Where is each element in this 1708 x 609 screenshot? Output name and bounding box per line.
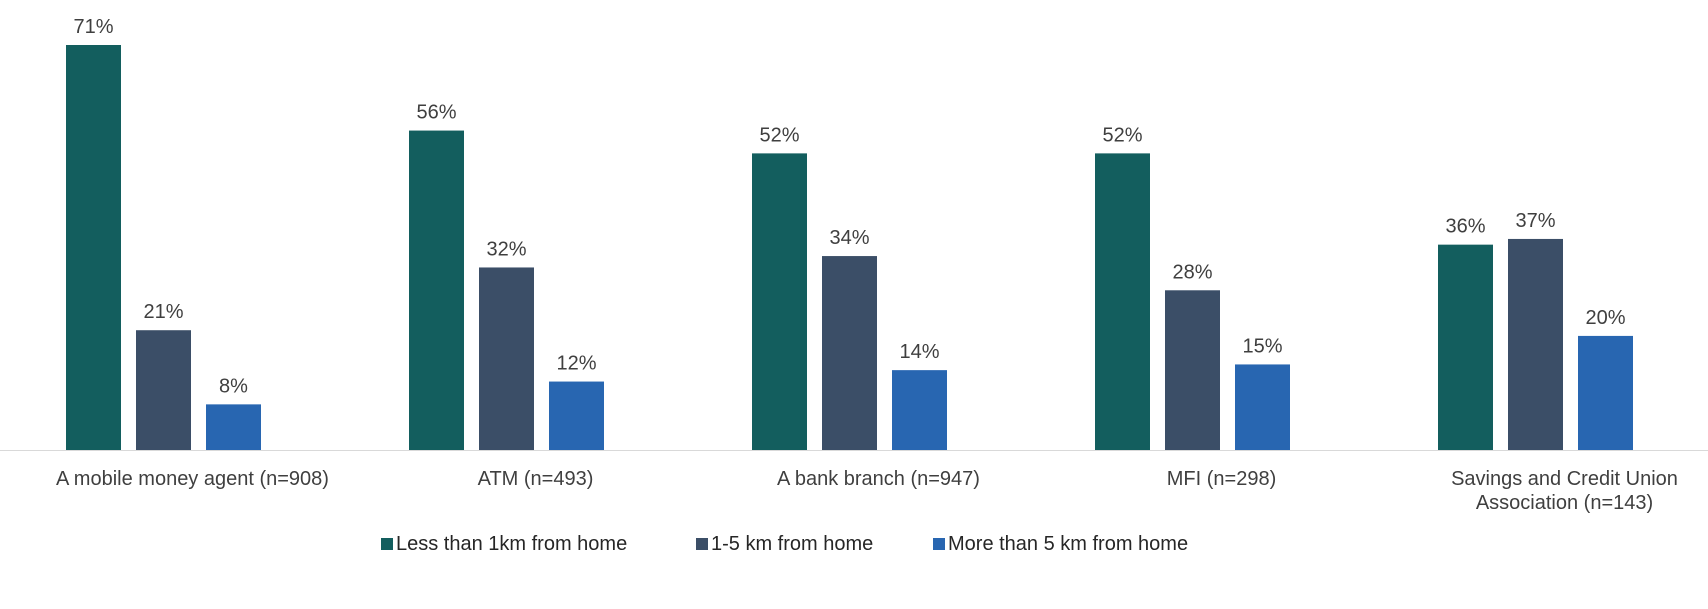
bar <box>822 256 877 450</box>
legend-swatch <box>381 538 393 550</box>
data-label: 20% <box>1585 307 1625 329</box>
category-label: ATM (n=493) <box>478 468 594 490</box>
data-label: 21% <box>143 301 183 323</box>
data-label: 34% <box>829 227 869 249</box>
bar <box>1235 364 1290 450</box>
bar <box>409 130 464 450</box>
legend: Less than 1km from home 1-5 km from home M… <box>381 533 1188 555</box>
bar <box>206 404 261 450</box>
value-labels-layer: 71% 21% 8% 56% 32% 12% 52% 34% 14% 52% 28% 15% 36% 37… <box>73 16 1625 397</box>
bar <box>136 330 191 450</box>
data-label: 12% <box>556 353 596 375</box>
category-label: A mobile money agent (n=908) <box>56 468 329 490</box>
data-label: 28% <box>1172 261 1212 283</box>
bars-layer <box>66 45 1633 450</box>
category-label: Association (n=143) <box>1476 492 1653 514</box>
data-label: 52% <box>759 124 799 146</box>
category-label: A bank branch (n=947) <box>777 468 980 490</box>
legend-swatch <box>933 538 945 550</box>
bar <box>1508 238 1563 450</box>
data-label: 32% <box>486 238 526 260</box>
bar <box>1165 290 1220 450</box>
category-labels-layer: A mobile money agent (n=908) ATM (n=493) A… <box>56 468 1678 514</box>
legend-label: Less than 1km from home <box>396 533 627 555</box>
bar <box>549 381 604 450</box>
bar <box>1438 244 1493 450</box>
data-label: 14% <box>899 341 939 363</box>
data-label: 56% <box>416 102 456 124</box>
bar <box>1578 335 1633 450</box>
data-label: 37% <box>1515 210 1555 232</box>
legend-label: 1-5 km from home <box>711 533 873 555</box>
bar <box>752 153 807 450</box>
legend-swatch <box>696 538 708 550</box>
category-label: Savings and Credit Union <box>1451 468 1678 490</box>
data-label: 71% <box>73 16 113 38</box>
bar <box>1095 153 1150 450</box>
bar <box>479 267 534 450</box>
data-label: 36% <box>1445 216 1485 238</box>
legend-label: More than 5 km from home <box>948 533 1188 555</box>
bar <box>66 45 121 450</box>
data-label: 52% <box>1102 124 1142 146</box>
category-label: MFI (n=298) <box>1167 468 1276 490</box>
bar <box>892 370 947 450</box>
data-label: 15% <box>1242 335 1282 357</box>
data-label: 8% <box>219 375 248 397</box>
